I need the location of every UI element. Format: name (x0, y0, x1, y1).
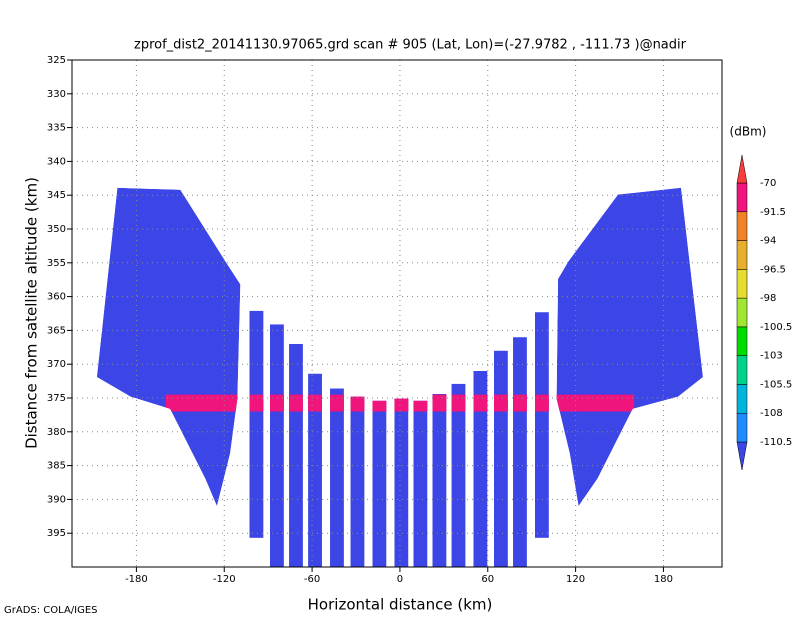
y-tick-label: 360 (47, 292, 66, 303)
colorbar-label: -70 (760, 178, 776, 189)
swath-strip (330, 388, 344, 567)
colorbar-label: -96.5 (760, 264, 786, 275)
chart-title: zprof_dist2_20141130.97065.grd scan # 90… (134, 38, 687, 53)
swath-strip (413, 400, 428, 567)
y-tick-label: 370 (47, 359, 66, 370)
colorbar-swatch (736, 441, 748, 471)
y-tick-label: 330 (47, 89, 66, 100)
swath-strip (394, 398, 409, 567)
swath-region (556, 187, 703, 507)
colorbar-label: -94 (760, 236, 776, 247)
swath-strip (473, 370, 488, 567)
x-tick-label: 120 (566, 574, 585, 585)
x-tick-label: -120 (213, 574, 236, 585)
colorbar-swatch (736, 240, 748, 270)
colorbar-swatch (736, 154, 748, 184)
colorbar-label: -108 (760, 408, 783, 419)
swath-strip (270, 324, 284, 567)
bright-band (165, 394, 635, 412)
swath-strip (513, 337, 527, 567)
colorbar-label: -91.5 (760, 207, 786, 218)
y-tick-label: 350 (47, 224, 66, 235)
y-tick-label: 340 (47, 156, 66, 167)
swath-strip (432, 393, 447, 567)
y-tick-label: 390 (47, 494, 66, 505)
swath-strip (493, 350, 508, 567)
colorbar-swatch (736, 297, 748, 328)
colorbar-label: -98 (760, 293, 776, 304)
colorbar-swatch (736, 182, 748, 213)
x-tick-label: 0 (397, 574, 403, 585)
y-tick-label: 385 (47, 461, 66, 472)
plot-frame (71, 59, 723, 568)
y-axis-label: Distance from satellite altitude (km) (23, 177, 41, 449)
field (96, 187, 703, 567)
x-tick-label: 180 (654, 574, 673, 585)
x-axis-label: Horizontal distance (km) (308, 596, 493, 614)
colorbar-label: -100.5 (760, 322, 792, 333)
x-tick-label: -60 (304, 574, 320, 585)
colorbar-swatch (736, 211, 748, 241)
footer: GrADS: COLA/IGES (4, 605, 98, 616)
colorbar-swatch (736, 326, 748, 356)
y-tick-label: 325 (47, 55, 66, 66)
y-tick-label: 345 (47, 190, 66, 201)
y-tick-label: 365 (47, 325, 66, 336)
swath-strip (289, 343, 303, 567)
y-tick-label: 375 (47, 393, 66, 404)
swath-strip (350, 396, 365, 567)
swath-strip (249, 310, 264, 538)
y-tick-label: 335 (47, 123, 66, 134)
x-tick-label: 60 (481, 574, 494, 585)
x-tick-label: -180 (125, 574, 148, 585)
colorbar-swatch (736, 384, 748, 414)
swath-strip (534, 312, 549, 538)
swath-strip (308, 373, 322, 567)
swath-strip (451, 383, 466, 567)
colorbar-swatch (736, 269, 748, 299)
colorbar-label: -103 (760, 351, 783, 362)
swath-region (96, 187, 241, 507)
y-tick-label: 395 (47, 528, 66, 539)
colorbar-unit: (dBm) (730, 125, 767, 139)
colorbar-swatch (736, 412, 748, 443)
colorbar-label: -110.5 (760, 437, 792, 448)
colorbar-label: -105.5 (760, 379, 792, 390)
colorbar-swatch (736, 355, 748, 385)
y-tick-label: 380 (47, 427, 66, 438)
swath-strip (372, 400, 387, 567)
y-tick-label: 355 (47, 258, 66, 269)
